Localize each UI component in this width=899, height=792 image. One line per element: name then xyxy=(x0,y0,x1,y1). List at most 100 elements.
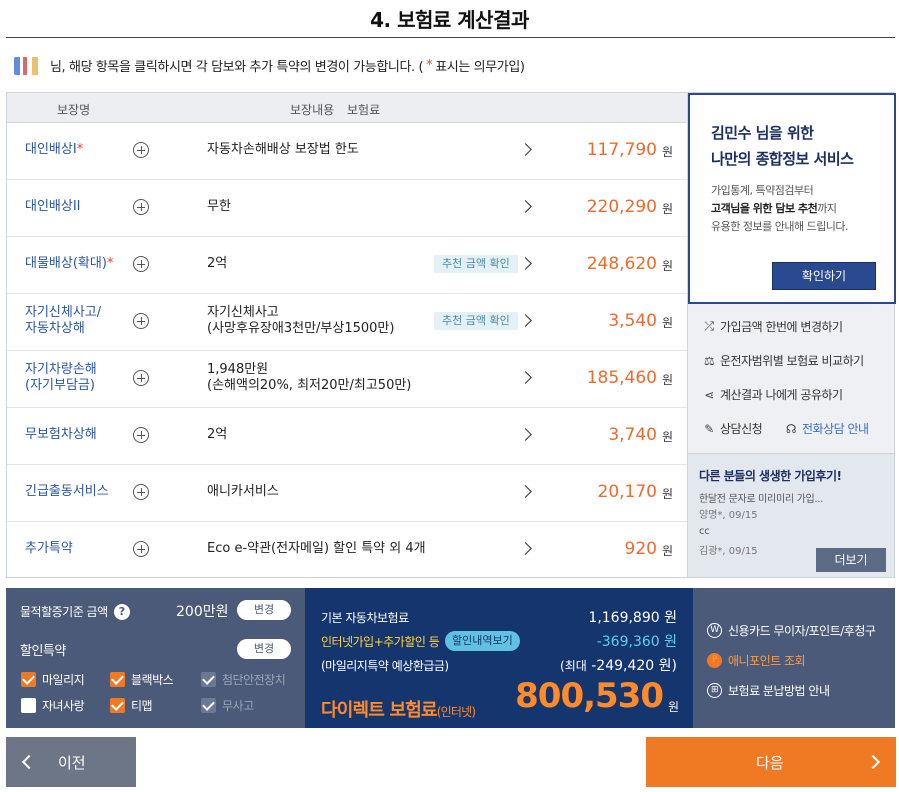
premium-amount: 185,460 xyxy=(586,368,657,388)
table-row[interactable]: 대인배상I* 자동차손해배상 보장법 한도 117,790 원 xyxy=(7,123,687,180)
help-icon[interactable]: ? xyxy=(113,603,130,620)
chevron-right-icon[interactable] xyxy=(519,485,532,498)
coverage-name: 대인배상I* xyxy=(25,142,84,157)
header-name: 보장명 xyxy=(57,103,91,117)
premium-unit: 원 xyxy=(661,202,673,216)
table-header: 보장명 보장내용 보험료 xyxy=(7,93,687,123)
notice-text: 님, 해당 항목을 클릭하시면 각 담보와 추가 특약의 변경이 가능합니다. … xyxy=(50,60,424,75)
coverage-detail: 2억 xyxy=(207,427,228,442)
prev-button[interactable]: 이전 xyxy=(6,737,136,787)
expand-plus-icon[interactable] xyxy=(133,199,149,215)
expand-plus-icon[interactable] xyxy=(133,313,149,329)
promo-text-3: 유용한 정보를 안내해 드립니다. xyxy=(711,220,849,233)
installment-link[interactable]: ⊞ 보험료 분납방법 안내 xyxy=(707,682,830,699)
table-row[interactable]: 대인배상II 무한 220,290 원 xyxy=(7,180,687,237)
coverage-detail: 2억 xyxy=(207,256,228,271)
checkbox-disabled-icon xyxy=(201,672,216,687)
promo-title-line1: 김민수 님을 위한 xyxy=(711,124,814,142)
expand-plus-icon[interactable] xyxy=(133,484,149,500)
coverage-detail: 자동차손해배상 보장법 한도 xyxy=(207,142,359,157)
checkbox-blackbox[interactable]: 블랙박스 xyxy=(110,671,174,688)
change-amounts-link[interactable]: ⤮ 가입금액 한번에 변경하기 xyxy=(702,318,843,335)
coverage-name: 대인배상II xyxy=(25,199,81,214)
card-payment-link[interactable]: W 신용카드 무이자/포인트/후청구 xyxy=(707,622,876,639)
checkbox-checked-icon xyxy=(110,698,125,713)
coverage-detail: 1,948만원 (손해액의20%, 최저20만/최고50만) xyxy=(207,362,412,393)
page-title: 4. 보험료 계산결과 xyxy=(370,8,529,32)
expand-plus-icon[interactable] xyxy=(133,541,149,557)
recommend-amount-badge[interactable]: 추천 금액 확인 xyxy=(434,312,518,330)
expand-plus-icon[interactable] xyxy=(133,370,149,386)
info-service-promo: 김민수 님을 위한 나만의 종합정보 서비스 가입통계, 특약점검부터 고객님을… xyxy=(688,93,896,304)
coverage-name: 대물배상(확대)* xyxy=(25,256,114,271)
checkbox-tmap[interactable]: 티맵 xyxy=(110,697,153,714)
table-row[interactable]: 긴급출동서비스 애니카서비스 20,170 원 xyxy=(7,465,687,522)
chevron-right-icon[interactable] xyxy=(519,143,532,156)
premium-amount: 20,170 xyxy=(597,482,657,502)
chevron-right-icon[interactable] xyxy=(519,428,532,441)
masked-name xyxy=(14,56,48,75)
title-divider xyxy=(6,37,895,38)
confirm-button[interactable]: 확인하기 xyxy=(772,262,876,290)
table-row[interactable]: 무보험차상해 2억 3,740 원 xyxy=(7,408,687,465)
premium-amount: 920 xyxy=(624,539,657,559)
scale-icon: ⚖ xyxy=(703,353,715,368)
premium-unit: 원 xyxy=(661,430,673,444)
side-panel: 김민수 님을 위한 나만의 종합정보 서비스 가입통계, 특약점검부터 고객님을… xyxy=(687,92,896,578)
chevron-right-icon[interactable] xyxy=(519,200,532,213)
checkbox-no-accident: 무사고 xyxy=(201,697,254,714)
next-button[interactable]: 다음 xyxy=(646,737,896,787)
coverage-table: 보장명 보장내용 보험료 대인배상I* 자동차손해배상 보장법 한도 117,7… xyxy=(6,92,687,578)
coverage-detail: 애니카서비스 xyxy=(207,484,279,499)
premium-unit: 원 xyxy=(661,145,673,159)
criteria-value: 200만원 xyxy=(176,604,229,620)
next-label: 다음 xyxy=(756,754,784,772)
coverage-name: 추가특약 xyxy=(25,541,73,556)
summary-bar: 물적할증기준 금액? 200만원 변경 할인특약 변경 마일리지 블랙박스 첨단… xyxy=(6,588,895,728)
coverage-detail: Eco e-약관(전자메일) 할인 특약 외 4개 xyxy=(207,541,426,556)
chevron-right-icon[interactable] xyxy=(519,314,532,327)
share-result-link[interactable]: ⋖ 계산결과 나에게 공유하기 xyxy=(702,386,843,403)
anypoint-link[interactable]: P 애니포인트 조회 xyxy=(707,652,806,669)
checkbox-disabled-icon xyxy=(201,698,216,713)
chevron-right-icon[interactable] xyxy=(519,542,532,555)
expand-plus-icon[interactable] xyxy=(133,142,149,158)
chevron-right-icon xyxy=(865,754,881,770)
edit-icon: ✎ xyxy=(704,421,714,436)
premium-amount: 220,290 xyxy=(586,197,657,217)
base-premium-label: 기본 자동차보험료 xyxy=(321,611,409,625)
more-reviews-button[interactable]: 더보기 xyxy=(816,548,886,572)
table-row[interactable]: 자기신체사고/자동차상해 자기신체사고 (사망후유장애3천만/부상1500만) 추… xyxy=(7,294,687,351)
payment-panel: W 신용카드 무이자/포인트/후청구 P 애니포인트 조회 ⊞ 보험료 분납방법 안내 xyxy=(693,588,895,728)
mileage-value: (최대 -249,420 원) xyxy=(560,658,677,674)
discount-detail-button[interactable]: 할인내역보기 xyxy=(445,631,520,651)
headset-icon: ☊ xyxy=(785,421,797,436)
premium-amount: 117,790 xyxy=(586,140,657,160)
consult-request-link[interactable]: ✎ 상담신청 xyxy=(702,420,762,437)
coverage-name: 무보험차상해 xyxy=(25,427,97,442)
review-meta: 양명*, 09/15 xyxy=(699,510,758,521)
recommend-amount-badge[interactable]: 추천 금액 확인 xyxy=(434,255,518,273)
table-row[interactable]: 자기차량손해 (자기부담금) 1,948만원 (손해액의20%, 최저20만/최고5… xyxy=(7,351,687,408)
table-row[interactable]: 추가특약 Eco e-약관(전자메일) 할인 특약 외 4개 920 원 xyxy=(7,522,687,579)
change-criteria-button[interactable]: 변경 xyxy=(237,600,291,620)
chevron-right-icon[interactable] xyxy=(519,371,532,384)
checkbox-safety-device: 첨단안전장치 xyxy=(201,671,286,688)
header-coverage: 보장내용 xyxy=(290,103,335,117)
review-text[interactable]: 한달전 문자로 미리미리 가입... xyxy=(699,494,824,505)
review-text[interactable]: cc xyxy=(699,526,710,537)
premium-amount: 248,620 xyxy=(586,254,657,274)
chevron-right-icon[interactable] xyxy=(519,257,532,270)
total-premium: 800,530 xyxy=(515,676,664,716)
expand-plus-icon[interactable] xyxy=(133,427,149,443)
premium-amount: 3,540 xyxy=(608,311,657,331)
phone-consult-link[interactable]: ☊ 전화상담 안내 xyxy=(785,421,869,437)
direct-premium-label: 다이렉트 보험료(인터넷) xyxy=(321,700,476,721)
table-row[interactable]: 대물배상(확대)* 2억 추천 금액 확인 248,620 원 xyxy=(7,237,687,294)
expand-plus-icon[interactable] xyxy=(133,256,149,272)
checkbox-child[interactable]: 자녀사랑 xyxy=(21,697,85,714)
checkbox-mileage[interactable]: 마일리지 xyxy=(21,671,85,688)
coverage-name: 긴급출동서비스 xyxy=(25,484,109,499)
change-discount-button[interactable]: 변경 xyxy=(237,639,291,659)
compare-premium-link[interactable]: ⚖ 운전자범위별 보험료 비교하기 xyxy=(703,353,864,369)
